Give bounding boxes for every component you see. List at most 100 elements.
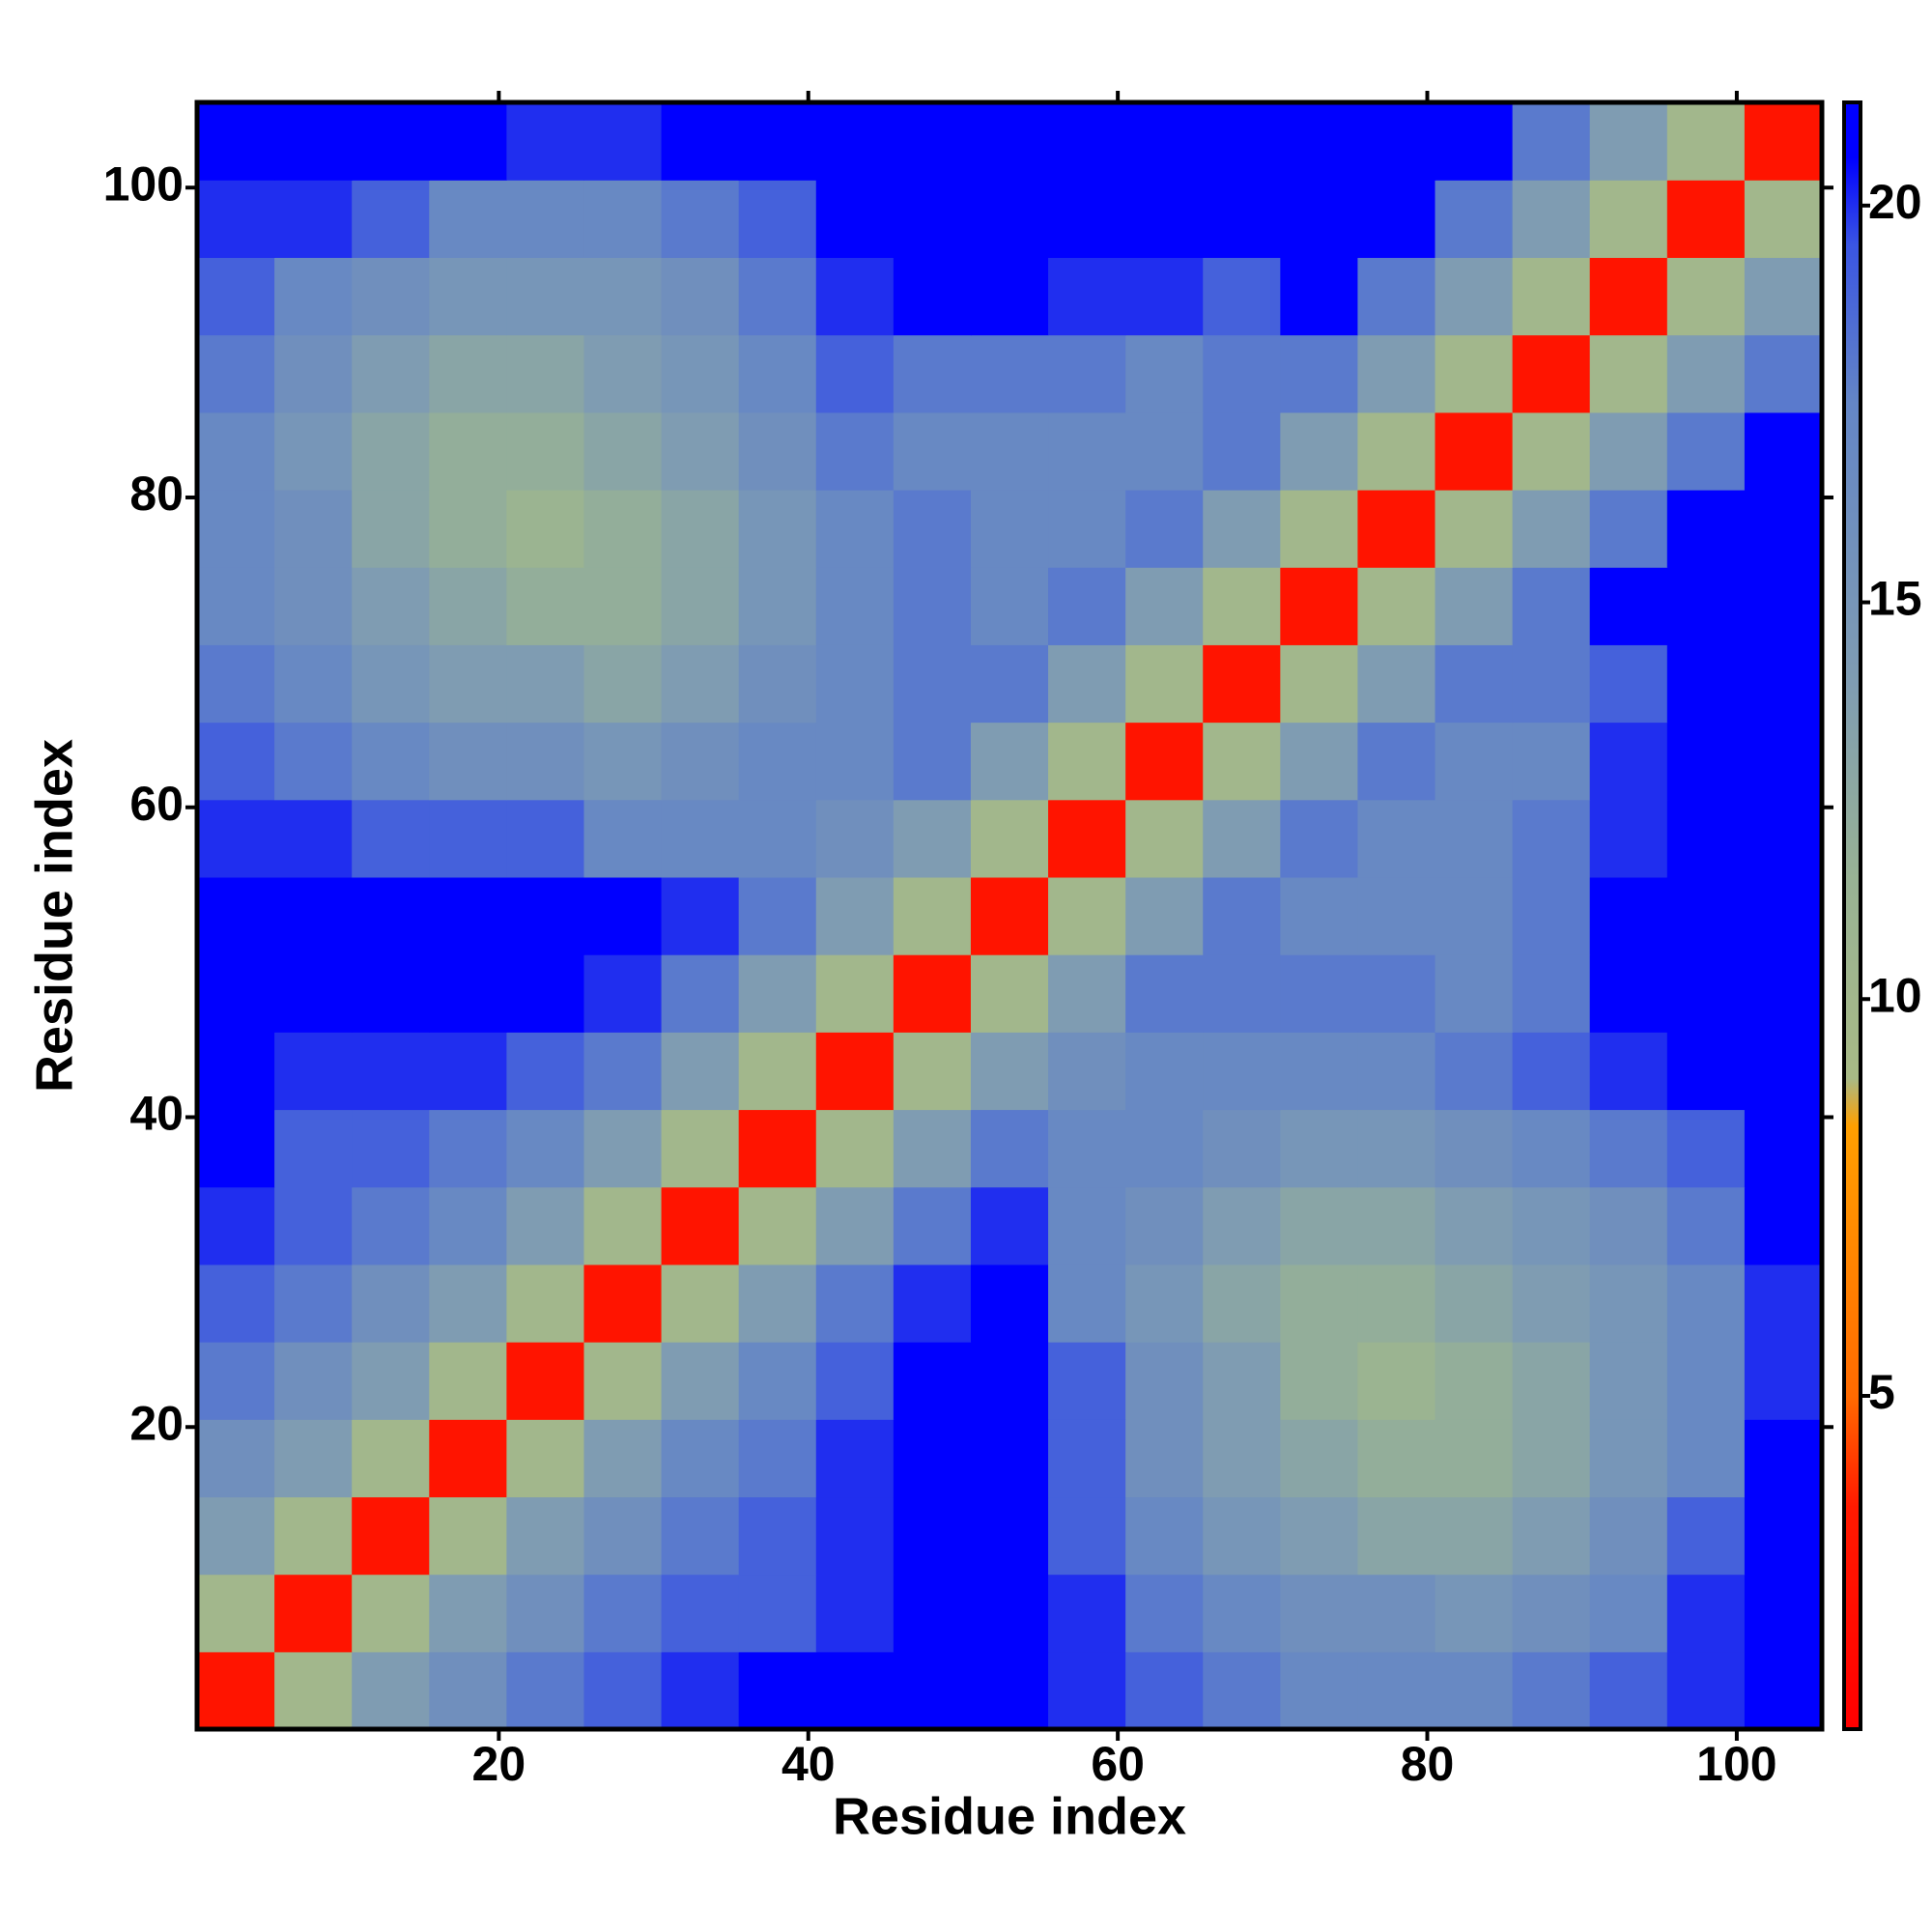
axes: 20 40 60 80 100 20 40 60 80 100 5 10 15 20 <box>103 91 1922 1791</box>
colorbar-tick-label: 20 <box>1868 175 1922 229</box>
heatmap-cell <box>970 1496 1049 1576</box>
heatmap-cell <box>1048 1186 1126 1265</box>
heatmap-cell <box>1203 1186 1281 1265</box>
heatmap-cell <box>274 489 353 568</box>
heatmap-cell <box>1048 257 1126 336</box>
heatmap-cell <box>1125 1032 1204 1111</box>
heatmap-cell <box>1203 567 1281 645</box>
heatmap-cell <box>429 412 507 491</box>
heatmap-cell <box>815 1496 895 1576</box>
heatmap-cell <box>738 1574 817 1653</box>
heatmap-cell <box>893 1342 972 1420</box>
heatmap-cell <box>1280 334 1359 413</box>
heatmap-cell <box>815 1574 895 1653</box>
heatmap-cell <box>1125 180 1204 258</box>
heatmap-cell <box>970 257 1049 336</box>
heatmap-cell <box>506 412 585 491</box>
heatmap-cell <box>197 799 275 878</box>
heatmap-cell <box>1744 876 1823 955</box>
heatmap-cell <box>661 1032 740 1111</box>
heatmap-cell <box>1435 1574 1514 1653</box>
heatmap-cell <box>893 489 972 568</box>
heatmap-cell <box>197 954 275 1033</box>
heatmap-cell <box>583 1264 663 1343</box>
heatmap-cell <box>893 1419 972 1498</box>
heatmap-cell <box>970 489 1049 568</box>
heatmap-cell <box>1280 489 1359 568</box>
heatmap-cell <box>1666 489 1746 568</box>
heatmap-cell <box>1589 102 1668 181</box>
heatmap-cell <box>583 876 663 955</box>
heatmap-cell <box>1435 799 1514 878</box>
heatmap-cell <box>1435 489 1514 568</box>
heatmap-cell <box>197 1186 275 1265</box>
heatmap-cell <box>970 1186 1049 1265</box>
heatmap-cell <box>352 102 430 181</box>
heatmap-cell <box>738 644 817 724</box>
heatmap-cell <box>1435 180 1514 258</box>
heatmap-cell <box>1125 1419 1204 1498</box>
heatmap-cell <box>583 1186 663 1265</box>
heatmap-cell <box>1280 644 1359 724</box>
heatmap-cell <box>1125 1496 1204 1576</box>
heatmap-cell <box>893 1109 972 1188</box>
heatmap-cell <box>1744 1496 1823 1576</box>
heatmap-cell <box>661 876 740 955</box>
heatmap-cell <box>197 876 275 955</box>
heatmap-cell <box>1666 1032 1746 1111</box>
heatmap-cell <box>1125 1264 1204 1343</box>
heatmap-cell <box>197 1419 275 1498</box>
heatmap-cell <box>1435 954 1514 1033</box>
heatmap-cell <box>738 722 817 801</box>
heatmap-cell <box>1589 1574 1668 1653</box>
heatmap-cell <box>1357 180 1436 258</box>
heatmap-cell <box>738 1264 817 1343</box>
heatmap-cell <box>661 722 740 801</box>
heatmap-cell <box>429 1264 507 1343</box>
heatmap-cell <box>1435 1109 1514 1188</box>
heatmap-cell <box>1512 102 1591 181</box>
heatmap-cell <box>1589 1496 1668 1576</box>
heatmap-cell <box>1744 489 1823 568</box>
heatmap-cell <box>506 180 585 258</box>
heatmap-cell <box>1666 1496 1746 1576</box>
x-tick-label: 100 <box>1696 1737 1776 1791</box>
heatmap-cell <box>352 1342 430 1420</box>
heatmap-cell <box>1435 876 1514 955</box>
heatmap-cell <box>1589 1264 1668 1343</box>
heatmap-cell <box>197 567 275 645</box>
heatmap-cell <box>661 334 740 413</box>
heatmap-cell <box>583 954 663 1033</box>
heatmap-cell <box>197 180 275 258</box>
heatmap-cell <box>1744 1651 1823 1730</box>
heatmap-cell <box>352 334 430 413</box>
heatmap-cell <box>1357 1186 1436 1265</box>
heatmap-cell <box>1203 876 1281 955</box>
heatmap-cell <box>1589 1032 1668 1111</box>
heatmap-cell <box>738 180 817 258</box>
heatmap-cell <box>1589 180 1668 258</box>
heatmap-cell <box>970 102 1049 181</box>
y-tick-label: 80 <box>129 467 184 521</box>
heatmap-cell <box>429 1651 507 1730</box>
heatmap-cell <box>1589 1109 1668 1188</box>
heatmap-cell <box>429 102 507 181</box>
heatmap-cell <box>1435 1651 1514 1730</box>
heatmap-cell <box>1203 644 1281 724</box>
heatmap-cell <box>1666 644 1746 724</box>
heatmap-cell <box>1744 257 1823 336</box>
heatmap-cell <box>738 257 817 336</box>
heatmap-cell <box>197 412 275 491</box>
heatmap-cell <box>1048 1032 1126 1111</box>
heatmap-cell <box>1203 1032 1281 1111</box>
heatmap-cell <box>661 1574 740 1653</box>
heatmap-cell <box>1357 1574 1436 1653</box>
heatmap-cell <box>1512 954 1591 1033</box>
heatmap-cell <box>429 1109 507 1188</box>
heatmap-cell <box>1125 1342 1204 1420</box>
x-axis-title: Residue index <box>833 1787 1186 1845</box>
heatmap-cell <box>1512 876 1591 955</box>
heatmap-cell <box>815 412 895 491</box>
heatmap-cell <box>506 1032 585 1111</box>
heatmap-cell <box>506 1109 585 1188</box>
